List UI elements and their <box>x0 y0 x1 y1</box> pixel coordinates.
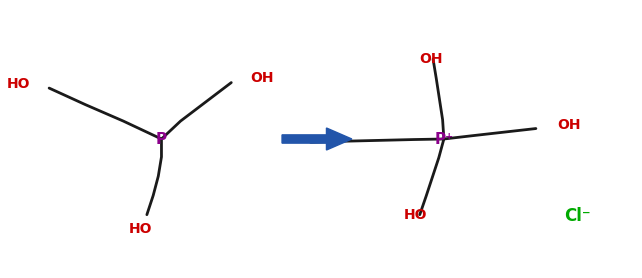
Text: P⁺: P⁺ <box>435 131 453 147</box>
Text: Cl⁻: Cl⁻ <box>564 207 591 225</box>
Text: HO: HO <box>404 208 427 222</box>
Text: OH: OH <box>419 52 443 66</box>
Text: P: P <box>156 131 167 147</box>
Text: OH: OH <box>250 71 274 85</box>
Text: OH: OH <box>557 118 580 132</box>
Text: HO: HO <box>129 222 152 235</box>
Text: HO: HO <box>6 77 30 91</box>
FancyArrow shape <box>282 128 352 150</box>
